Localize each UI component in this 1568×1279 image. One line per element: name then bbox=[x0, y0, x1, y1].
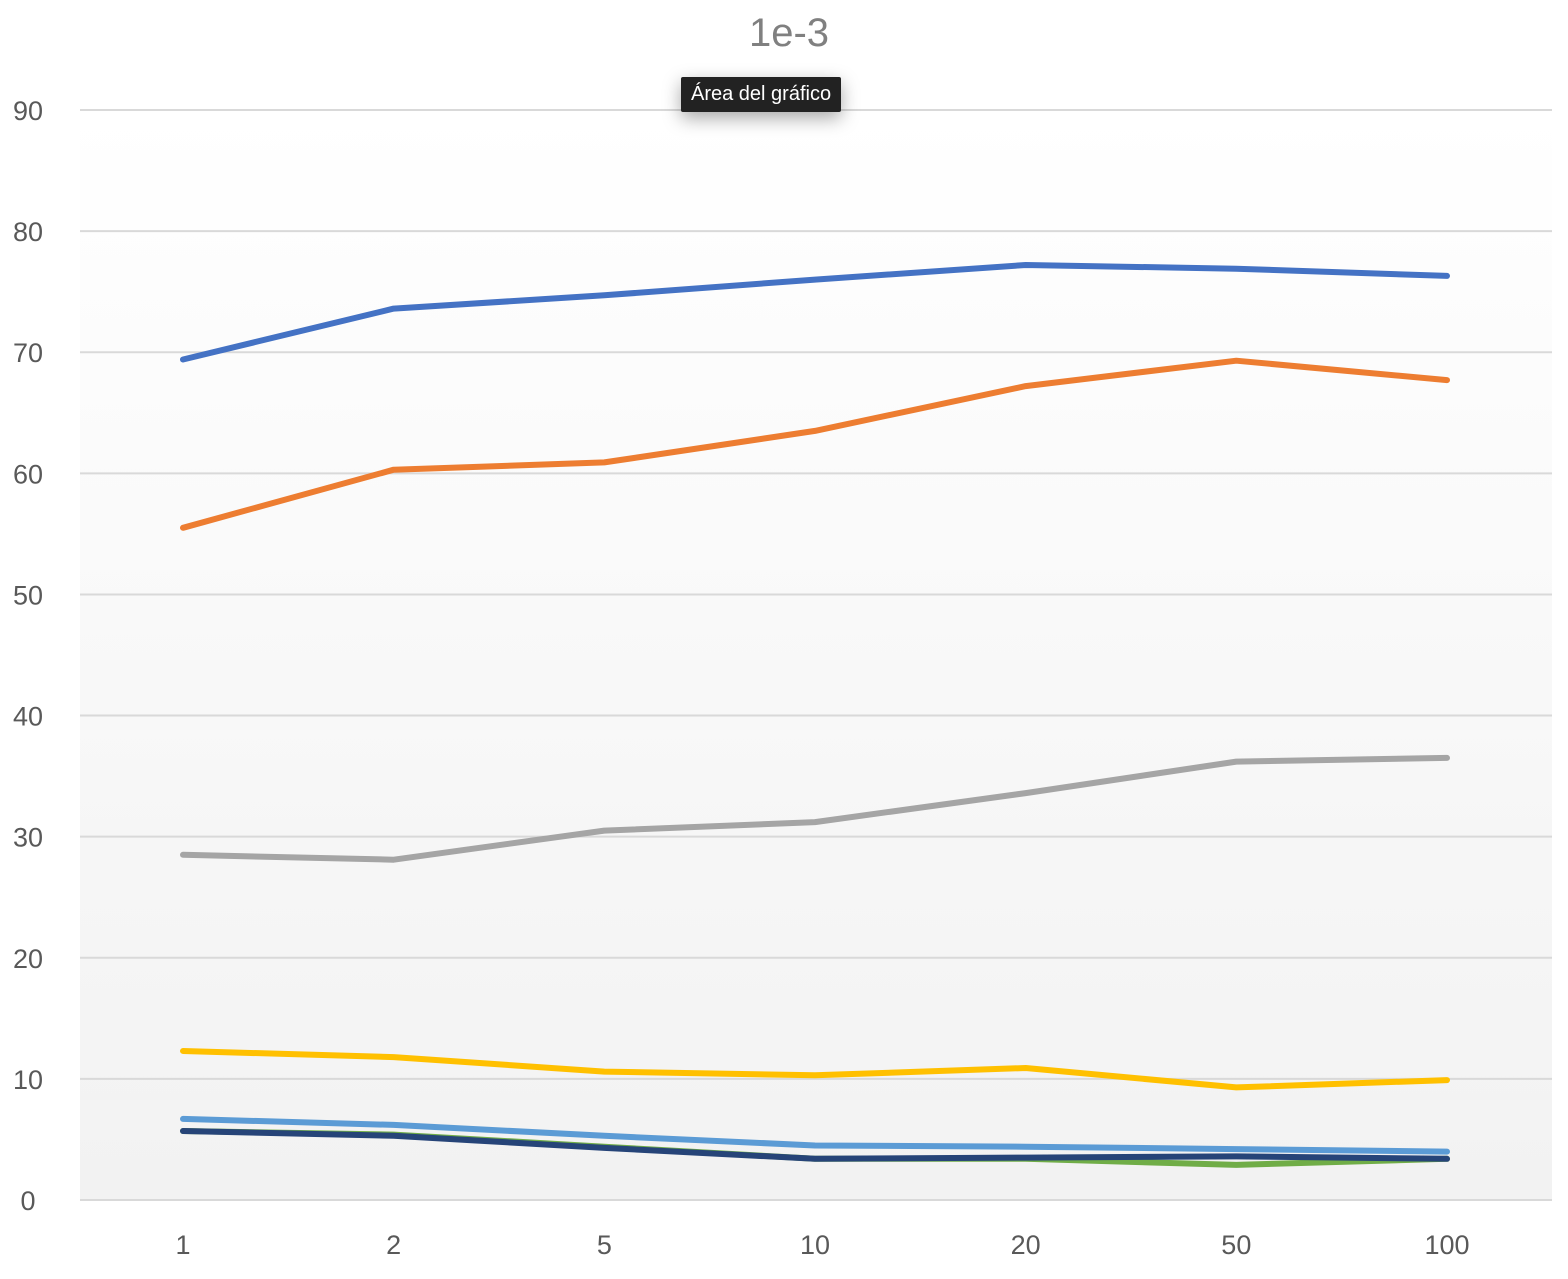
x-tick-label: 10 bbox=[800, 1230, 830, 1260]
series-line-7[interactable] bbox=[180, 1128, 1450, 1162]
x-tick-label: 20 bbox=[1011, 1230, 1041, 1260]
series-line-1[interactable] bbox=[180, 262, 1450, 363]
y-tick-label: 40 bbox=[13, 702, 43, 732]
y-axis-tick-labels: 0 10 20 30 40 50 60 70 80 90 bbox=[13, 96, 43, 1216]
x-tick-label: 100 bbox=[1424, 1230, 1469, 1260]
y-tick-label: 70 bbox=[13, 338, 43, 368]
y-tick-label: 20 bbox=[13, 944, 43, 974]
plot-area-background bbox=[80, 110, 1552, 1200]
y-tick-label: 0 bbox=[20, 1186, 35, 1216]
x-tick-label: 5 bbox=[597, 1230, 612, 1260]
series-lines bbox=[180, 262, 1450, 1168]
y-tick-label: 90 bbox=[13, 96, 43, 126]
y-tick-label: 30 bbox=[13, 823, 43, 853]
chart-title: 1e-3 bbox=[749, 11, 829, 55]
x-axis-tick-labels: 1 2 5 10 20 50 100 bbox=[175, 1230, 1469, 1260]
series-line-4[interactable] bbox=[180, 1048, 1450, 1091]
x-tick-label: 1 bbox=[175, 1230, 190, 1260]
y-tick-label: 10 bbox=[13, 1065, 43, 1095]
y-tick-label: 50 bbox=[13, 580, 43, 610]
series-line-3[interactable] bbox=[180, 754, 1450, 863]
x-tick-label: 50 bbox=[1221, 1230, 1251, 1260]
chart-area-tooltip: Área del gráfico bbox=[681, 77, 842, 112]
series-line-2[interactable] bbox=[180, 357, 1450, 531]
series-line-5[interactable] bbox=[180, 1115, 1450, 1155]
x-tick-label: 2 bbox=[386, 1230, 401, 1260]
y-tick-label: 80 bbox=[13, 217, 43, 247]
y-tick-label: 60 bbox=[13, 459, 43, 489]
